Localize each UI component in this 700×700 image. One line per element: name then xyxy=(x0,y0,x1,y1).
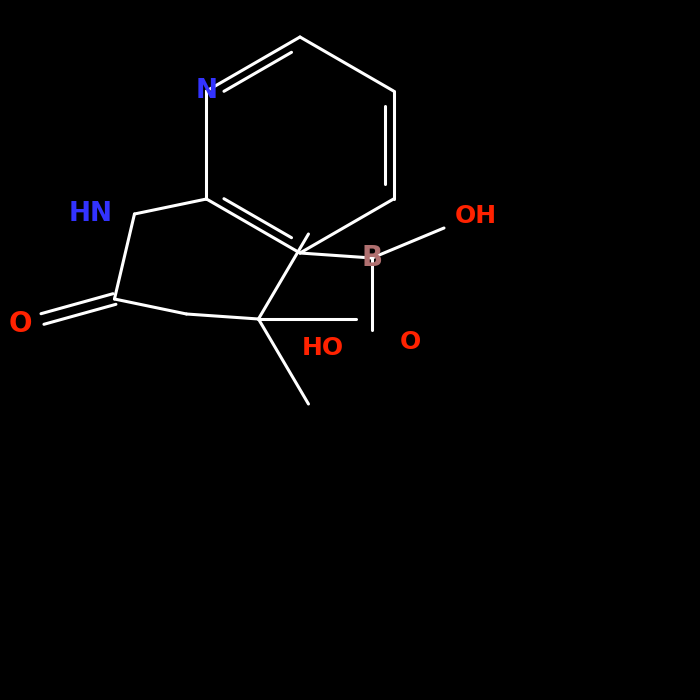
Text: N: N xyxy=(195,78,218,104)
Text: O: O xyxy=(400,330,421,354)
Text: HN: HN xyxy=(69,201,113,227)
Text: B: B xyxy=(361,244,383,272)
Text: OH: OH xyxy=(455,204,497,228)
Text: HO: HO xyxy=(302,336,344,360)
Text: O: O xyxy=(8,310,32,338)
